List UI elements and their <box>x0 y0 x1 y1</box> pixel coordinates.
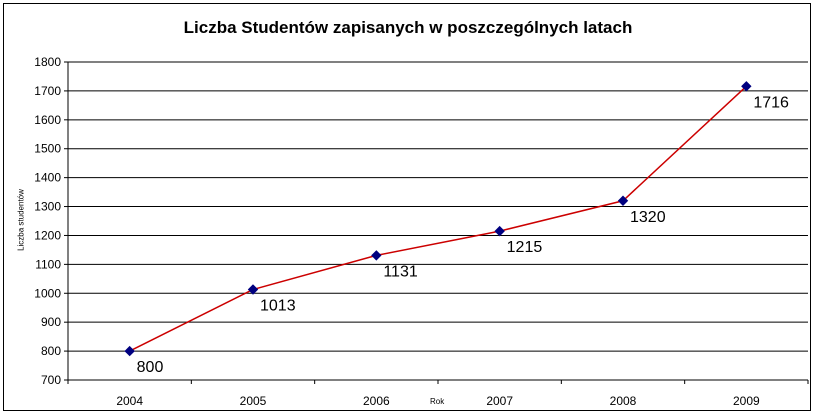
y-tick-label: 1600 <box>34 113 61 127</box>
x-tick-label: 2006 <box>363 394 390 408</box>
data-point <box>617 195 629 206</box>
y-tick-label: 800 <box>41 344 61 358</box>
y-tick-label: 1800 <box>34 55 61 69</box>
y-tick-label: 1000 <box>34 286 61 300</box>
data-label: 1131 <box>383 263 418 280</box>
y-tick-label: 1500 <box>34 142 61 156</box>
y-tick-label: 1200 <box>34 228 61 242</box>
y-tick-label: 1400 <box>34 171 61 185</box>
y-tick-label: 700 <box>41 373 61 387</box>
x-tick-label: 2008 <box>610 394 637 408</box>
data-point <box>124 345 135 357</box>
series-line <box>129 85 747 352</box>
x-tick-label: 2005 <box>240 394 267 408</box>
x-axis-label: Rok <box>430 397 445 406</box>
data-label: 1215 <box>507 239 543 256</box>
y-tick-label: 1300 <box>34 200 61 214</box>
data-label: 800 <box>137 359 164 376</box>
x-tick-label: 2004 <box>116 394 143 408</box>
chart-title: Liczba Studentów zapisanych w poszczegól… <box>183 18 633 37</box>
x-tick-label: 2007 <box>486 394 513 408</box>
data-point <box>371 250 382 261</box>
data-label: 1013 <box>260 298 296 315</box>
data-point <box>247 284 259 295</box>
y-tick-label: 1100 <box>35 257 61 271</box>
data-point <box>494 225 505 237</box>
data-label: 1716 <box>753 94 789 111</box>
y-tick-label: 900 <box>41 315 61 329</box>
data-label: 1320 <box>630 209 666 226</box>
data-point <box>741 81 752 92</box>
y-tick-label: 1700 <box>34 84 61 98</box>
x-tick-label: 2009 <box>733 394 760 408</box>
